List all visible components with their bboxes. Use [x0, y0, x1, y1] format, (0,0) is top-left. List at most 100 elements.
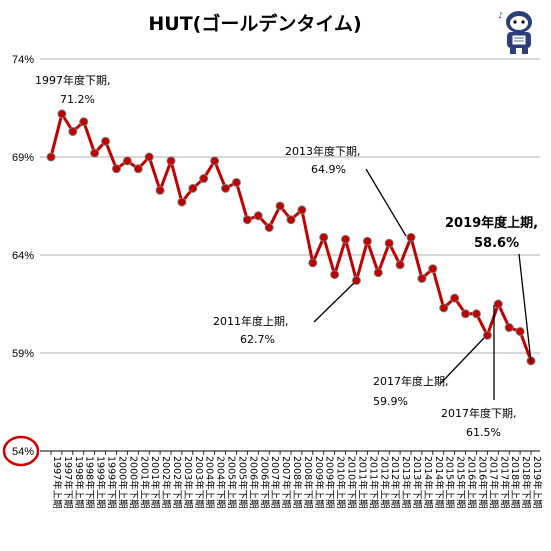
y-axis-min-highlight-circle [2, 435, 40, 467]
data-point [57, 109, 67, 119]
x-tick-label: 1997年上期 [51, 456, 63, 509]
annotation-2017-second-half: 2017年度下期, 61.5% [441, 406, 517, 439]
y-tick-label: 69% [12, 152, 34, 164]
mascot-illustration: ♪ [498, 11, 532, 54]
x-tick-label: 2009年上期 [313, 456, 325, 509]
leader-2017-first-half [439, 337, 485, 385]
gridlines [40, 58, 540, 354]
data-point [253, 211, 263, 221]
x-tick-label: 2014年上期 [422, 456, 434, 509]
x-tick-label: 2000年上期 [116, 456, 128, 509]
x-tick-label: 2016年下期 [476, 456, 488, 509]
svg-text:2019年度上期,: 2019年度上期, [445, 215, 538, 231]
data-point [439, 303, 449, 313]
data-point [471, 309, 481, 319]
data-point [297, 205, 307, 215]
data-point [308, 258, 318, 268]
y-tick-label: 74% [12, 54, 34, 66]
data-point [461, 309, 471, 319]
x-tick-label: 2012年下期 [389, 456, 401, 509]
x-tick-label: 1998年上期 [73, 456, 85, 509]
data-point [144, 152, 154, 162]
data-point [286, 215, 296, 225]
data-point [319, 232, 329, 242]
x-tick-label: 2010年上期 [335, 456, 347, 509]
data-point [351, 275, 361, 285]
x-tick-label: 2011年上期 [356, 456, 368, 509]
data-point [362, 236, 372, 246]
annotation-2013-second-half: 2013年度下期, 64.9% [285, 144, 361, 176]
x-tick-label: 2013年下期 [411, 456, 423, 509]
x-tick-label: 2002年上期 [160, 456, 172, 509]
data-point [199, 174, 209, 184]
x-tick-label: 1997年下期 [62, 456, 74, 509]
leader-2013-second-half [365, 168, 407, 237]
data-point [231, 177, 241, 187]
x-tick-label: 2007年上期 [269, 456, 281, 509]
data-point [68, 127, 78, 137]
x-tick-label: 2015年上期 [444, 456, 456, 509]
x-tick-label: 2011年下期 [367, 456, 379, 509]
leader-2011-first-half [313, 282, 355, 323]
x-tick-label: 2014年下期 [433, 456, 445, 509]
annotation-1997-second-half: 1997年度下期, 71.2% [35, 73, 111, 106]
data-point [515, 326, 525, 336]
x-tick-label: 2013年上期 [400, 456, 412, 509]
svg-text:2017年度上期,: 2017年度上期, [373, 374, 449, 388]
data-point [275, 201, 285, 211]
x-tick-label: 2003年下期 [193, 456, 205, 509]
data-point [155, 185, 165, 195]
x-tick-label: 2000年下期 [127, 456, 139, 509]
x-tick-label: 1999年上期 [95, 456, 107, 509]
x-axis-ticks: 1997年上期 1997年下期 1998年上期 1998年下期 1999年上期 1999年… [50, 451, 543, 509]
data-point [384, 238, 394, 248]
x-tick-label: 2003年上期 [182, 456, 194, 509]
x-tick-label: 2009年下期 [324, 456, 336, 509]
data-point [122, 156, 132, 166]
x-tick-label: 2016年上期 [466, 456, 478, 509]
x-tick-label: 2002年下期 [171, 456, 183, 509]
x-tick-label: 2015年下期 [455, 456, 467, 509]
x-tick-label: 2007年下期 [280, 456, 292, 509]
y-tick-label: 64% [12, 250, 34, 262]
data-point [90, 148, 100, 158]
svg-text:61.5%: 61.5% [466, 426, 501, 439]
data-point [177, 197, 187, 207]
svg-text:1997年度下期,: 1997年度下期, [35, 73, 111, 87]
data-point [101, 136, 111, 146]
y-tick-label: 54% [12, 446, 34, 458]
svg-text:58.6%: 58.6% [474, 236, 519, 251]
x-tick-label: 2018年下期 [520, 456, 532, 509]
y-axis-ticks: 74% 69% 64% 59% 54% [12, 54, 34, 458]
data-point [79, 117, 89, 127]
data-point [264, 223, 274, 233]
data-point [133, 164, 143, 174]
annotation-leaders [313, 168, 532, 400]
data-point [221, 183, 231, 193]
data-point [482, 330, 492, 340]
annotation-2017-first-half: 2017年度上期, 59.9% [373, 374, 449, 408]
x-tick-label: 1999年下期 [106, 456, 118, 509]
svg-text:♪: ♪ [498, 11, 503, 20]
x-tick-label: 2006年上期 [247, 456, 259, 509]
x-tick-label: 2010年下期 [346, 456, 358, 509]
x-tick-label: 2006年下期 [258, 456, 270, 509]
data-point [373, 268, 383, 278]
x-tick-label: 2008年下期 [302, 456, 314, 509]
x-tick-label: 2004年上期 [204, 456, 216, 509]
data-point [417, 274, 427, 284]
data-point [428, 264, 438, 274]
annotation-2019-first-half: 2019年度上期, 58.6% [445, 215, 538, 251]
svg-text:2013年度下期,: 2013年度下期, [285, 144, 361, 158]
data-markers [46, 109, 536, 366]
x-tick-label: 2004年下期 [215, 456, 227, 509]
x-tick-label: 2019年上期 [531, 456, 543, 509]
data-point [395, 260, 405, 270]
leader-2019-first-half [518, 253, 532, 363]
x-tick-label: 2005年下期 [236, 456, 248, 509]
svg-text:62.7%: 62.7% [240, 333, 275, 346]
data-point [330, 270, 340, 280]
x-tick-label: 2001年下期 [149, 456, 161, 509]
data-point [493, 299, 503, 309]
